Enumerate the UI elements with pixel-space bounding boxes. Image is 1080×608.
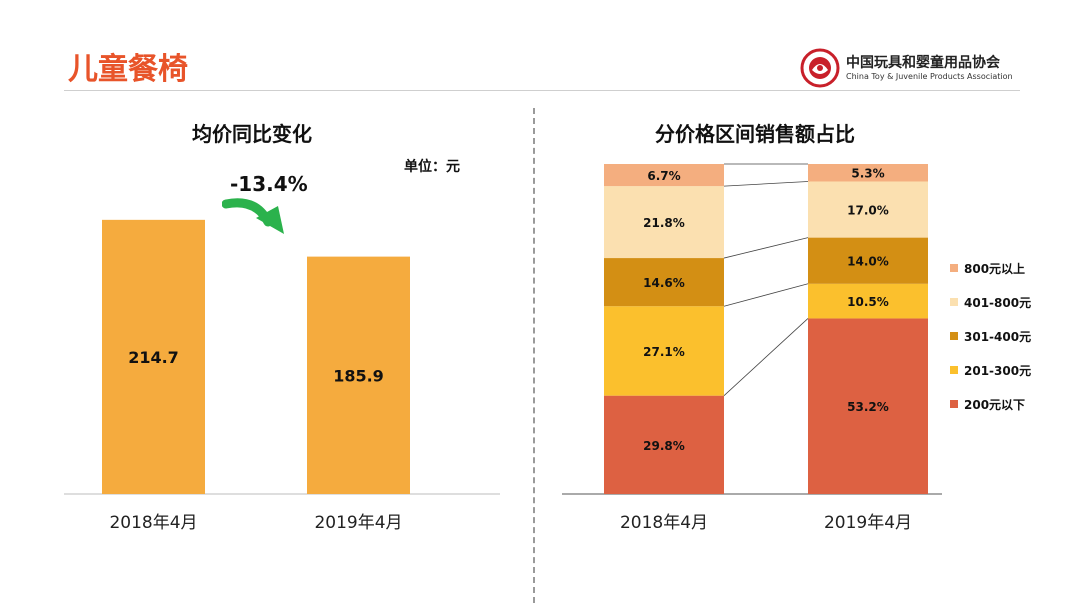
legend-label: 800元以上 — [964, 261, 1025, 276]
stacked-segment — [808, 318, 928, 494]
association-emblem-icon — [800, 48, 840, 88]
chart-divider — [533, 108, 535, 603]
left-chart-title: 均价同比变化 — [192, 122, 312, 146]
page-title: 儿童餐椅 — [68, 52, 188, 87]
segment-value-label: 5.3% — [851, 167, 884, 181]
segment-value-label: 17.0% — [847, 204, 889, 218]
stacked-segment — [808, 164, 928, 182]
x-tick-label: 2018年4月 — [109, 513, 197, 533]
segment-value-label: 14.0% — [847, 255, 889, 269]
stacked-segment — [808, 181, 928, 238]
stacked-segment — [604, 186, 724, 259]
association-name-en: China Toy & Juvenile Products Associatio… — [846, 72, 1013, 81]
avg-price-bar — [307, 256, 410, 494]
x-tick-label: 2018年4月 — [620, 513, 708, 533]
association-logo: 中国玩具和婴童用品协会 China Toy & Juvenile Product… — [800, 48, 1040, 92]
legend-label: 201-300元 — [964, 364, 1031, 378]
connector-line — [723, 283, 809, 307]
change-label: -13.4% — [230, 172, 308, 196]
connector-line — [723, 181, 809, 187]
header-divider — [64, 90, 1020, 91]
right-chart-title: 分价格区间销售额占比 — [655, 122, 855, 146]
legend-label: 401-800元 — [964, 296, 1031, 310]
decrease-arrow-icon — [222, 198, 284, 234]
legend-label: 200元以下 — [964, 398, 1025, 412]
legend-swatch — [950, 298, 958, 306]
x-tick-label: 2019年4月 — [314, 513, 402, 533]
stacked-segment — [808, 283, 928, 319]
stacked-segment — [808, 237, 928, 284]
bar-value-label: 185.9 — [333, 366, 384, 385]
segment-value-label: 29.8% — [643, 439, 685, 453]
legend-swatch — [950, 264, 958, 272]
legend-swatch — [950, 400, 958, 408]
segment-value-label: 27.1% — [643, 345, 685, 359]
avg-price-bar — [102, 219, 205, 495]
legend-swatch — [950, 332, 958, 340]
stacked-segment — [604, 258, 724, 307]
x-tick-label: 2019年4月 — [824, 513, 912, 533]
stacked-segment — [604, 306, 724, 396]
stacked-segment — [604, 395, 724, 494]
stacked-segment — [604, 164, 724, 187]
segment-value-label: 14.6% — [643, 276, 685, 290]
segment-value-label: 53.2% — [847, 400, 889, 414]
segment-value-label: 21.8% — [643, 216, 685, 230]
connector-line — [723, 237, 809, 259]
segment-value-label: 10.5% — [847, 295, 889, 309]
bar-value-label: 214.7 — [128, 348, 179, 367]
unit-label: 单位：元 — [404, 159, 460, 175]
association-name-cn: 中国玩具和婴童用品协会 — [846, 55, 1000, 71]
legend-label: 301-400元 — [964, 330, 1031, 344]
legend-swatch — [950, 366, 958, 374]
connector-line — [723, 318, 809, 396]
segment-value-label: 6.7% — [647, 169, 680, 183]
